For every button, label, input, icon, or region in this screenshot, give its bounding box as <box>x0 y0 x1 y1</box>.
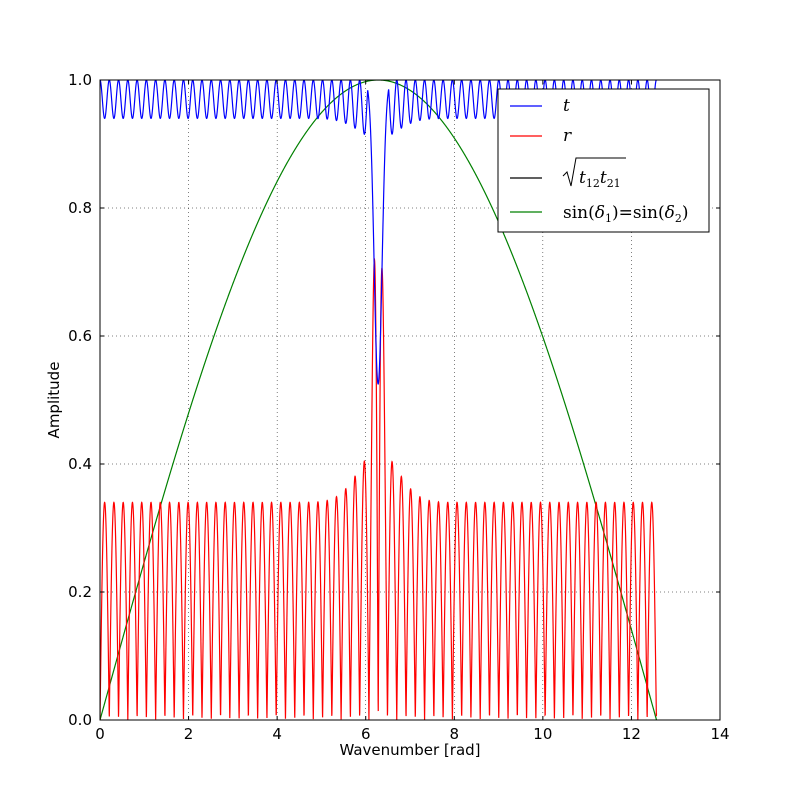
y-tick-label: 0.0 <box>68 711 92 729</box>
x-tick-label: 12 <box>622 725 641 743</box>
ticks <box>99 79 721 721</box>
legend-label-r: r <box>563 126 572 146</box>
legend-box <box>497 88 710 233</box>
series-line-r <box>100 258 658 720</box>
y-tick-label: 0.6 <box>68 327 92 345</box>
x-tick-label: 8 <box>450 725 460 743</box>
legend: t r t12t21 sin(δ1)=sin(δ2) <box>497 88 710 233</box>
y-tick-label: 0.4 <box>68 455 92 473</box>
y-tick-label: 0.2 <box>68 583 92 601</box>
x-tick-label: 2 <box>184 725 194 743</box>
y-axis-label: Amplitude <box>45 362 63 439</box>
plot-frame <box>99 79 721 721</box>
x-tick-label: 10 <box>533 725 552 743</box>
y-tick-label: 0.8 <box>68 199 92 217</box>
x-tick-label: 14 <box>710 725 729 743</box>
x-tick-label: 4 <box>272 725 282 743</box>
y-tick-label: 1.0 <box>68 71 92 89</box>
legend-label-sin: sin(δ1)=sin(δ2) <box>563 203 689 225</box>
series-line-sin-delta <box>100 80 658 720</box>
x-tick-label: 0 <box>95 725 105 743</box>
x-tick-label: 6 <box>361 725 371 743</box>
tick-labels: 0 2 4 6 8 10 12 14 0.0 0.2 0.4 0.6 0.8 1.0 <box>68 71 729 743</box>
legend-label-t: t <box>563 96 570 116</box>
sqrt-radical-glyph <box>562 157 626 187</box>
x-axis-label: Wavenumber [rad] <box>339 741 480 759</box>
